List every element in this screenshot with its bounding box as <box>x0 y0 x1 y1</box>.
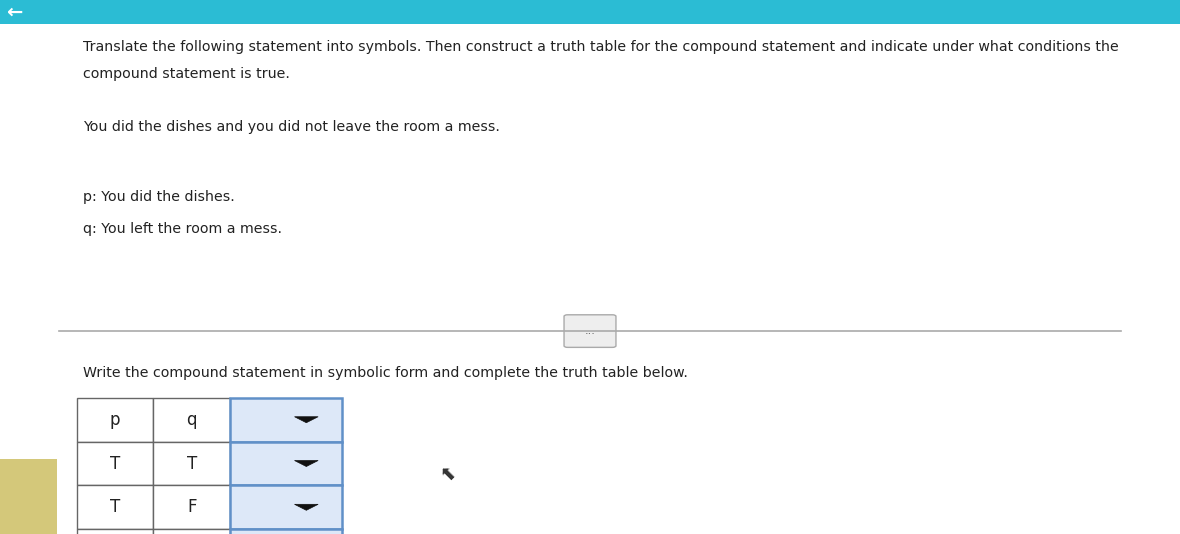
Polygon shape <box>295 417 319 423</box>
Polygon shape <box>295 504 319 511</box>
Text: p: You did the dishes.: p: You did the dishes. <box>83 190 235 203</box>
FancyBboxPatch shape <box>153 398 230 442</box>
Text: q: You left the room a mess.: q: You left the room a mess. <box>83 222 282 235</box>
Text: T: T <box>186 454 197 473</box>
Polygon shape <box>295 460 319 467</box>
FancyBboxPatch shape <box>564 315 616 348</box>
Text: Translate the following statement into symbols. Then construct a truth table for: Translate the following statement into s… <box>83 40 1119 54</box>
Text: ⬆: ⬆ <box>435 460 461 485</box>
Text: compound statement is true.: compound statement is true. <box>83 67 289 81</box>
FancyBboxPatch shape <box>77 398 153 442</box>
FancyBboxPatch shape <box>77 529 153 534</box>
FancyBboxPatch shape <box>153 485 230 529</box>
FancyBboxPatch shape <box>0 0 1180 24</box>
FancyBboxPatch shape <box>230 529 342 534</box>
FancyBboxPatch shape <box>0 459 57 534</box>
Text: p: p <box>110 411 120 429</box>
FancyBboxPatch shape <box>230 485 342 529</box>
FancyBboxPatch shape <box>230 398 342 442</box>
Text: F: F <box>186 498 197 516</box>
Text: Write the compound statement in symbolic form and complete the truth table below: Write the compound statement in symbolic… <box>83 366 688 380</box>
FancyBboxPatch shape <box>153 529 230 534</box>
Text: You did the dishes and you did not leave the room a mess.: You did the dishes and you did not leave… <box>83 120 499 134</box>
Text: q: q <box>186 411 197 429</box>
FancyBboxPatch shape <box>153 442 230 485</box>
Text: T: T <box>110 498 120 516</box>
FancyBboxPatch shape <box>77 442 153 485</box>
FancyBboxPatch shape <box>77 485 153 529</box>
Text: T: T <box>110 454 120 473</box>
FancyBboxPatch shape <box>230 442 342 485</box>
Text: ...: ... <box>584 326 596 336</box>
Text: ←: ← <box>6 3 22 21</box>
